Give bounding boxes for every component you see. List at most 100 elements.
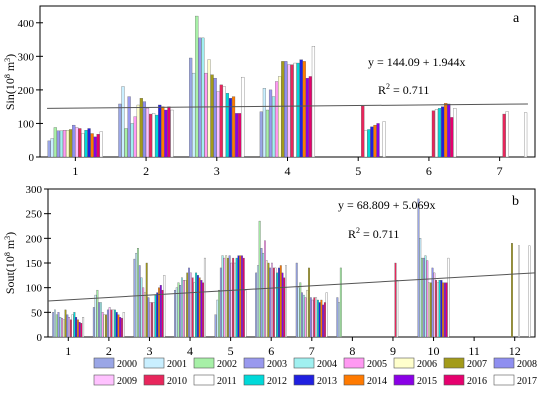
- bar-2016-cat-10: [445, 282, 448, 338]
- bar-2014-cat-2: [117, 314, 120, 338]
- y-axis-label-sup: 8: [3, 252, 12, 256]
- x-tick-label: 6: [268, 344, 274, 358]
- bar-2007-cat-2: [139, 98, 143, 158]
- bar-2012-cat-6: [276, 272, 279, 338]
- legend-swatch-2014: [343, 374, 365, 386]
- bar-2009-cat-3: [216, 91, 220, 158]
- bar-2005-cat-2: [101, 312, 104, 338]
- bar-2005-cat-3: [204, 72, 208, 158]
- bar-2014-cat-6: [444, 103, 448, 158]
- y-axis-label-tail: m: [3, 239, 17, 252]
- x-tick-label: 7: [309, 344, 315, 358]
- bar-2015-cat-2: [119, 317, 122, 338]
- bar-2011-cat-1: [81, 133, 85, 158]
- legend-label-2008: 2008: [517, 359, 537, 370]
- legend-label-2004: 2004: [317, 359, 337, 370]
- bar-2017-cat-4: [203, 257, 206, 338]
- bar-2000-cat-2: [118, 103, 122, 158]
- bar-2001-cat-1: [50, 138, 54, 158]
- bar-2007-cat-2: [105, 314, 108, 338]
- bar-2008-cat-2: [106, 309, 109, 338]
- bar-2015-cat-7: [322, 304, 325, 338]
- bar-2000-cat-7: [295, 262, 298, 338]
- bar-2001-cat-4: [262, 88, 266, 158]
- bar-2017-cat-2: [170, 109, 174, 158]
- bar-2009-cat-10: [433, 272, 436, 338]
- bar-2011-cat-2: [112, 309, 115, 338]
- panel-a-chart: 0 100 200 300 400 1 2 3 4 5 6 7 a y = 144.09 + 1.944x…: [3, 5, 536, 178]
- bar-2017-cat-5: [244, 289, 247, 338]
- bar-2015-cat-4: [200, 280, 203, 338]
- bar-2008-cat-4: [284, 61, 288, 158]
- legend-label-2017: 2017: [517, 376, 537, 387]
- bar-2007-cat-1: [64, 309, 67, 338]
- bar-2001-cat-3: [192, 72, 196, 158]
- x-tick-label: 1: [72, 164, 78, 178]
- legend-swatch-2001: [143, 357, 165, 369]
- bar-2009-cat-7: [311, 299, 314, 338]
- bar-2004-cat-5: [221, 255, 224, 338]
- bar-2004-cat-1: [59, 317, 62, 338]
- x-tick-label: 7: [497, 164, 503, 178]
- bar-2016-cat-1: [96, 134, 100, 158]
- bar-2010-cat-6: [431, 110, 435, 158]
- bar-2003-cat-5: [219, 267, 222, 338]
- bar-2015-cat-3: [159, 285, 162, 338]
- bar-2007-cat-6: [267, 262, 270, 338]
- y-tick-label: 0: [29, 152, 35, 164]
- bar-2000-cat-5: [214, 314, 217, 338]
- bar-2000-cat-10: [417, 198, 420, 338]
- bar-2006-cat-3: [207, 59, 211, 158]
- bar-2014-cat-5: [373, 124, 377, 158]
- bar-2002-cat-6: [258, 220, 261, 338]
- bar-2016-cat-3: [238, 113, 242, 158]
- y-axis-label-main: Sin: [3, 94, 17, 110]
- r-squared-base: R: [378, 83, 386, 97]
- regression-equation: y = 144.09 + 1.944x: [368, 55, 466, 69]
- bar-2013-cat-5: [370, 126, 374, 158]
- bar-2007-cat-4: [186, 272, 189, 338]
- bar-2006-cat-7: [306, 289, 309, 338]
- bar-2005-cat-1: [61, 318, 63, 338]
- r-squared-value: = 0.711: [360, 227, 399, 241]
- bar-2005-cat-1: [62, 130, 67, 158]
- bar-2013-cat-1: [75, 317, 78, 338]
- bar-2012-cat-4: [195, 272, 198, 338]
- x-tick-label: 5: [355, 164, 361, 178]
- bar-2000-cat-4: [174, 289, 176, 338]
- legend-swatch-2004: [293, 357, 315, 369]
- bar-2011-cat-2: [152, 113, 156, 158]
- bar-2007-cat-12: [511, 243, 513, 338]
- bar-2011-cat-3: [222, 86, 226, 158]
- bar-2017-cat-7: [524, 112, 528, 158]
- bar-2007-cat-1: [69, 129, 73, 158]
- bar-2008-cat-1: [66, 314, 69, 338]
- bar-2017-cat-10: [447, 257, 450, 338]
- bar-2001-cat-8: [338, 302, 341, 338]
- x-tick-label: 2: [106, 344, 112, 358]
- bar-2000-cat-2: [92, 307, 95, 338]
- bar-2002-cat-3: [136, 248, 139, 338]
- bar-2010-cat-1: [69, 319, 72, 338]
- bar-2000-cat-8: [336, 297, 339, 338]
- y-axis-label-sup2: 3: [3, 236, 12, 240]
- bar-2007-cat-3: [145, 262, 148, 338]
- legend-swatch-2013: [293, 374, 315, 386]
- legend-swatch-2010: [143, 374, 165, 386]
- x-tick-label: 3: [214, 164, 220, 178]
- bar-2002-cat-8: [339, 267, 342, 338]
- bar-2004-cat-1: [59, 130, 64, 158]
- bar-2016-cat-6: [283, 277, 286, 338]
- bar-2009-cat-1: [75, 127, 79, 158]
- bar-2003-cat-7: [301, 292, 303, 338]
- y-axis-label-close: ): [3, 232, 17, 236]
- bar-2012-cat-2: [155, 114, 159, 158]
- bar-2000-cat-3: [133, 258, 136, 338]
- bar-2009-cat-5: [230, 262, 233, 338]
- bar-2008-cat-10: [431, 267, 434, 338]
- x-tick-label: 2: [143, 164, 149, 178]
- bar-2006-cat-2: [103, 314, 106, 338]
- x-tick-label: 4: [285, 164, 291, 178]
- bar-2004-cat-4: [272, 96, 276, 158]
